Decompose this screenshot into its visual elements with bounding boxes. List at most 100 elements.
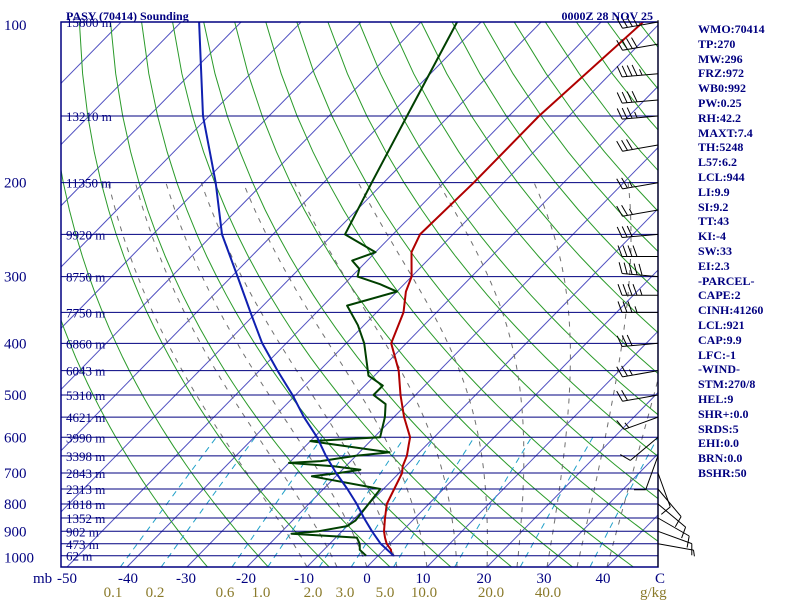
mixing-ratio-tick-label: 40.0 (535, 585, 561, 600)
mixing-ratio-tick-label: 3.0 (336, 585, 355, 600)
wind-barb (617, 226, 658, 238)
wind-barb (617, 417, 658, 429)
index-item: BSHR:50 (698, 466, 765, 481)
index-item: WB0:992 (698, 81, 765, 96)
dry-adiabat-line (576, 22, 800, 567)
wind-barb (618, 246, 658, 257)
pressure-tick-label: 200 (4, 176, 27, 192)
index-item: MW:296 (698, 52, 765, 67)
pressure-tick-label: 500 (4, 388, 27, 404)
mixing-ratio-tick-label: 2.0 (304, 585, 323, 600)
temperature-tick-label: -50 (57, 571, 77, 587)
index-item: EI:2.3 (698, 259, 765, 274)
wind-barb (658, 473, 670, 514)
temperature-profile-line (384, 22, 643, 556)
index-item: TH:5248 (698, 140, 765, 155)
index-item: RH:42.2 (698, 111, 765, 126)
index-item: LCL:921 (698, 318, 765, 333)
index-item: L57:6.2 (698, 155, 765, 170)
temperature-tick-label: 40 (596, 571, 611, 587)
index-item: SHR+:0.0 (698, 407, 765, 422)
wind-barb (617, 335, 658, 347)
wind-barb (617, 108, 658, 120)
pressure-tick-label: 100 (4, 18, 27, 34)
index-item: TP:270 (698, 37, 765, 52)
index-item: MAXT:7.4 (698, 126, 765, 141)
index-item: KI:-4 (698, 229, 765, 244)
dry-adiabat-line (111, 22, 391, 567)
pressure-tick-label: 300 (4, 270, 27, 286)
height-label: 6860 m (66, 336, 105, 351)
pressure-tick-label: 800 (4, 497, 27, 513)
height-label: 13210 m (66, 109, 112, 124)
pressure-tick-label: 1000 (4, 551, 34, 567)
wind-barb (617, 390, 658, 401)
index-item: CAPE:2 (698, 288, 765, 303)
height-label: 7750 m (66, 305, 105, 320)
temperature-tick-label: 0 (363, 571, 371, 587)
mixing-ratio-unit: g/kg (640, 585, 667, 600)
dry-adiabat-line (266, 22, 694, 567)
height-label: 5310 m (66, 388, 105, 403)
temperature-tick-label: -30 (176, 571, 196, 587)
isotherm-line (67, 22, 601, 567)
index-item: LCL:944 (698, 170, 765, 185)
mixing-ratio-line (268, 437, 356, 567)
ylabel: mb (33, 571, 52, 587)
isotherm-line (127, 22, 661, 567)
isotherm-line (0, 22, 1, 567)
mixing-ratio-line (520, 437, 593, 567)
moist-adiabat-line (439, 183, 524, 567)
mixing-ratio-tick-label: 0.6 (216, 585, 235, 600)
pressure-tick-label: 700 (4, 466, 27, 482)
wind-barb (617, 139, 658, 151)
index-item: CAP:9.9 (698, 333, 765, 348)
index-item: LI:9.9 (698, 185, 765, 200)
dry-adiabat-line (794, 22, 800, 567)
height-label: 9920 m (66, 227, 105, 242)
height-label: 3398 m (66, 449, 105, 464)
index-item: FRZ:972 (698, 66, 765, 81)
mixing-ratio-line (120, 437, 216, 567)
chart-title: PASY (70414) Sounding (66, 9, 189, 23)
index-item: HEL:9 (698, 392, 765, 407)
height-label: 8750 m (66, 270, 105, 285)
mixing-ratio-line (455, 437, 532, 567)
dry-adiabat-line (763, 22, 800, 567)
height-label: 11350 m (66, 176, 111, 191)
index-item: BRN:0.0 (698, 451, 765, 466)
wind-barb (618, 301, 658, 312)
index-item: TT:43 (698, 214, 765, 229)
pressure-tick-label: 600 (4, 430, 27, 446)
mixing-ratio-tick-label: 0.1 (104, 585, 123, 600)
index-item: CINH:41260 (698, 303, 765, 318)
dewpoint-profile-line (289, 22, 457, 556)
index-item: EHI:0.0 (698, 436, 765, 451)
height-label: 3990 m (66, 430, 105, 445)
mixing-ratio-tick-label: 1.0 (252, 585, 271, 600)
chart-datetime: 0000Z 28 NOV 25 (562, 9, 653, 23)
height-label: 2313 m (66, 482, 105, 497)
mixing-ratio-tick-label: 0.2 (146, 585, 165, 600)
height-label: 6043 m (66, 364, 105, 379)
wind-barb (617, 65, 658, 77)
height-label: 4621 m (66, 410, 105, 425)
grid-lines (0, 22, 800, 567)
height-label: 1818 m (66, 497, 105, 512)
mixing-ratio-tick-label: 5.0 (376, 585, 395, 600)
height-label: 2843 m (66, 466, 105, 481)
isotherm-line (0, 22, 61, 567)
index-item: SRDS:5 (698, 422, 765, 437)
pressure-tick-label: 900 (4, 524, 27, 540)
mixing-ratio-line (232, 437, 322, 567)
index-item: SW:33 (698, 244, 765, 259)
dry-adiabat-line (79, 22, 329, 567)
mixing-ratio-line (319, 437, 404, 567)
index-item: PW:0.25 (698, 96, 765, 111)
index-item: -WIND- (698, 362, 765, 377)
mixing-ratio-tick-label: 20.0 (478, 585, 504, 600)
index-item: LFC:-1 (698, 348, 765, 363)
